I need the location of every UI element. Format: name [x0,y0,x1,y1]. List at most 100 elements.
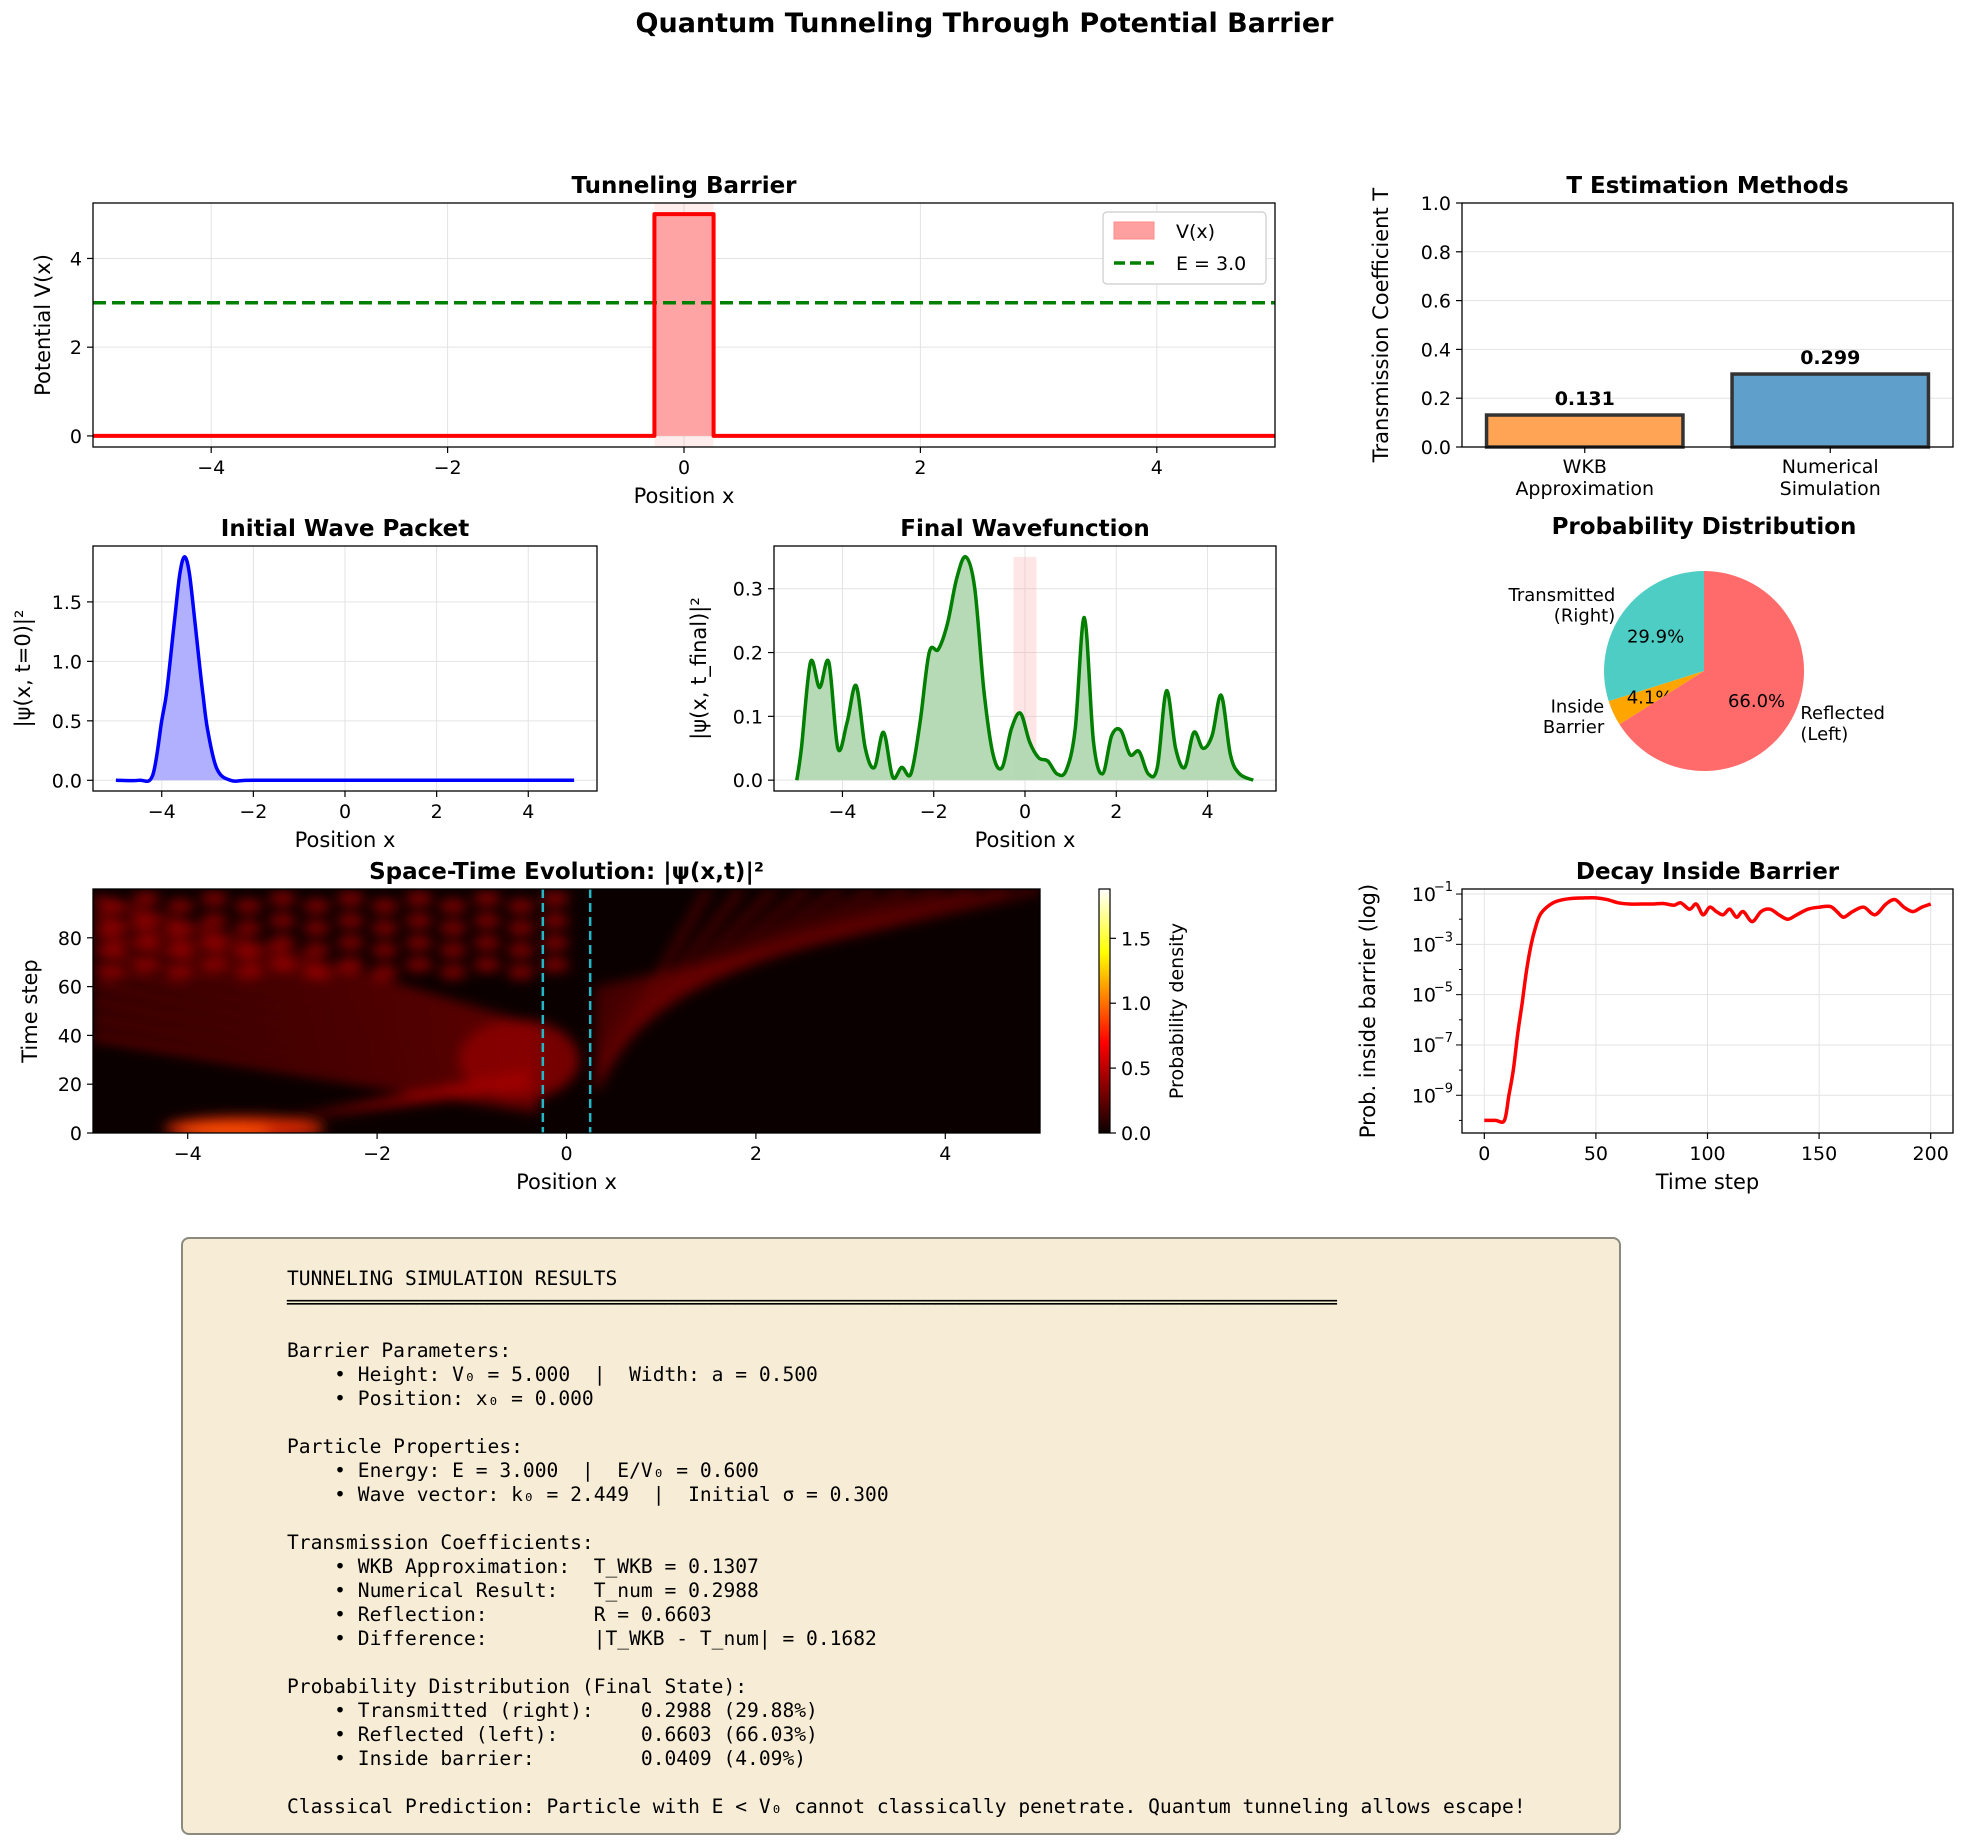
x-tick-label: 150 [1801,1143,1837,1165]
interference-blob [268,891,297,906]
pie-label: Reflected (Left) [1800,703,1885,745]
interference-blob [336,957,365,972]
y-tick-label: 0 [70,1123,82,1145]
interference-blob [438,899,467,914]
x-tick-label: 2 [1110,801,1122,823]
plot-title: Decay Inside Barrier [1576,859,1840,885]
x-tick-label: WKB Approximation [1515,456,1654,500]
interference-blob [200,935,229,950]
y-tick-label: 0.6 [1421,291,1451,313]
interference-blob [302,943,331,957]
interference-blob [472,935,501,950]
reflected-band [93,894,540,1035]
interference-blob [438,964,467,979]
x-tick-label: 200 [1913,1143,1949,1165]
x-tick-label: 0 [1019,801,1031,823]
plot-title: Final Wavefunction [900,516,1150,542]
x-axis-label: Position x [634,484,735,508]
transmitted-band [594,889,1040,995]
plot-title: Tunneling Barrier [571,173,797,199]
y-tick-label: 0 [70,426,82,448]
x-tick-label: 0 [560,1143,572,1165]
results-text: TUNNELING SIMULATION RESULTS ═══════════… [287,1267,1526,1818]
pie-slice [1619,571,1805,771]
y-tick-label: 0.0 [1421,437,1451,459]
pie-label: Inside Barrier [1543,696,1605,738]
x-tick-label: −2 [434,457,462,479]
pie-label: Transmitted (Right) [1508,585,1616,627]
y-tick-label: 1.5 [52,592,82,614]
interference-blob [132,913,161,928]
y-tick-label: 1.0 [52,651,82,673]
y-axis-label: |ψ(x, t=0)|² [11,610,36,728]
interference-blob [370,899,399,914]
pie-slice [1604,571,1704,702]
bar-value-label: 0.131 [1555,388,1615,410]
y-axis-label: |ψ(x, t_final)|² [687,597,712,740]
interference-blob [507,964,536,979]
interference-blob [370,943,399,957]
interference-blob [268,957,297,972]
interference-blob [268,913,297,928]
interference-blob [404,957,433,972]
y-tick-label: 10 [1412,985,1436,1007]
legend: V(x) E = 3.0 [1102,211,1267,285]
interference-blob [234,943,263,957]
interference-blob [404,913,433,928]
x-tick-label: 2 [750,1143,762,1165]
x-tick-label: 0 [678,457,690,479]
wavefunction-line [795,555,1254,782]
x-axis-label: Position x [516,1170,617,1194]
y-tick-label: 0.5 [52,711,82,733]
y-tick-label: 0.0 [733,770,763,792]
interference-blob [541,957,570,972]
x-tick-label: 4 [939,1143,951,1165]
y-tick-label: 0.0 [52,770,82,792]
interference-blob [438,943,467,957]
interference-blob [507,921,536,936]
packet-line [115,554,575,784]
x-tick-label: −2 [363,1143,391,1165]
plot-title: Probability Distribution [1552,514,1857,540]
interference-blob [268,935,297,950]
interference-blob [472,913,501,928]
y-tick-label: 10 [1412,884,1436,906]
interference-blob [472,957,501,972]
y-tick-exponent: −5 [1434,981,1453,996]
interference-blob [336,935,365,950]
colorbar-tick-label: 1.5 [1121,928,1151,950]
interference-blob [234,899,263,914]
decay-line [1484,895,1932,1124]
interference-blob [166,943,195,957]
x-tick-label: 50 [1584,1143,1608,1165]
interference-blob [541,935,570,950]
pie-percent-label: 29.9% [1627,627,1684,648]
x-tick-label: −4 [174,1143,202,1165]
y-tick-label: 10 [1412,1035,1436,1057]
y-tick-exponent: −3 [1434,930,1453,945]
x-axis-label: Time step [1655,1170,1760,1194]
x-tick-label: −2 [239,801,267,823]
interference-blob [166,921,195,936]
x-tick-label: −2 [920,801,948,823]
x-tick-label: 4 [522,801,534,823]
colorbar-tick-label: 1.0 [1121,993,1151,1015]
y-tick-label: 0.2 [733,643,763,665]
interference-blob [97,899,126,914]
y-tick-label: 0.1 [733,706,763,728]
x-tick-label: 0 [339,801,351,823]
interference-blob [404,935,433,950]
bar-value-label: 0.299 [1800,347,1860,369]
bar [1730,372,1931,449]
interference-blob [166,964,195,979]
interference-blob [200,957,229,972]
x-tick-label: 4 [1151,457,1163,479]
interference-blob [200,891,229,906]
interference-blob [336,891,365,906]
interference-blob [541,913,570,928]
y-tick-label: 0.8 [1421,242,1451,264]
interference-blob [302,899,331,914]
y-tick-label: 0.4 [1421,339,1451,361]
